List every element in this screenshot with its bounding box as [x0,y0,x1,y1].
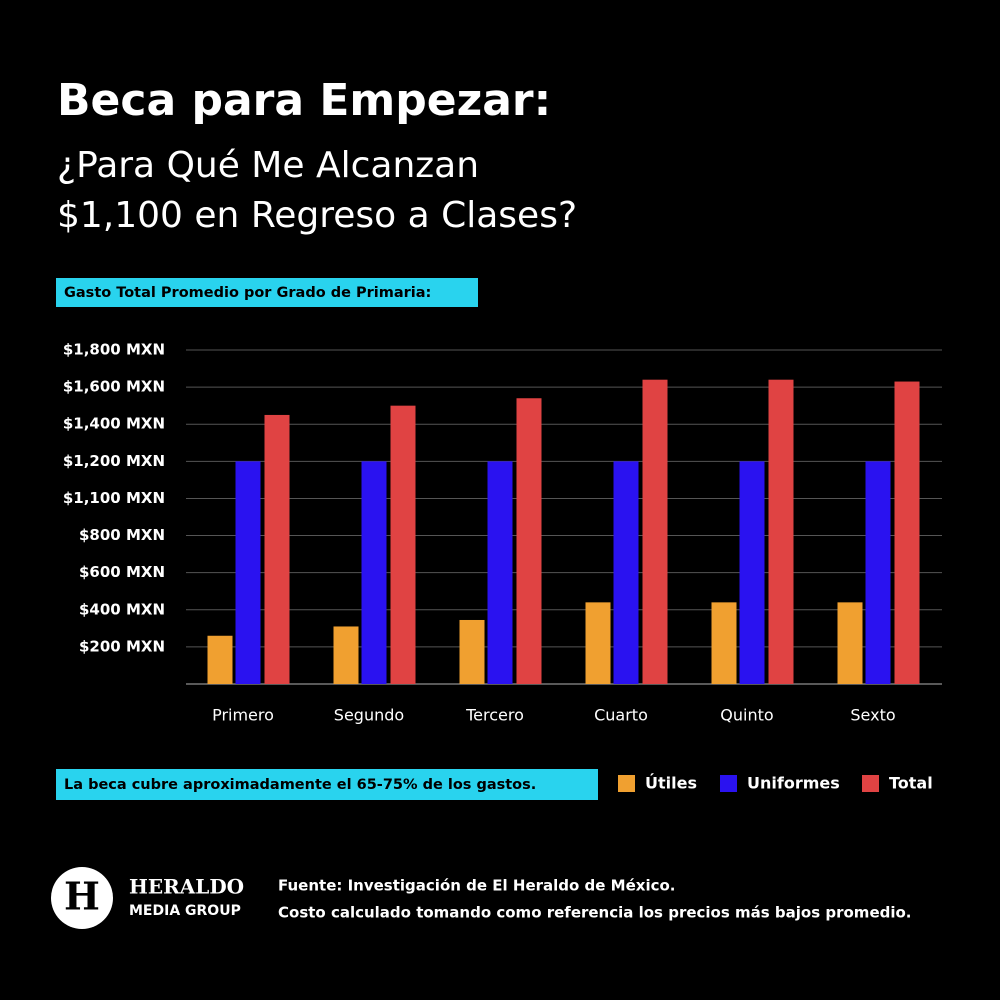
bar [865,461,891,684]
bar [207,635,233,684]
y-tick-label: $1,100 MXN [63,489,165,507]
logo-name: HERALDO [129,875,244,899]
y-tick-label: $600 MXN [79,563,165,581]
chart-label: Gasto Total Promedio por Grado de Primar… [64,285,431,301]
bar [711,602,737,684]
source: Fuente: Investigación de El Heraldo de M… [278,877,676,895]
chart-subtitle: ¿Para Qué Me Alcanzan [57,145,479,186]
legend-swatch [618,775,635,792]
x-tick-label: Sexto [850,706,895,725]
bar [739,461,765,684]
note: La beca cubre aproximadamente el 65-75% … [64,777,536,793]
legend-swatch [862,775,879,792]
bar [459,619,485,684]
legend-swatch [720,775,737,792]
x-tick-label: Tercero [465,706,524,725]
x-tick-label: Quinto [720,706,773,725]
bar [585,602,611,684]
y-tick-label: $1,400 MXN [63,415,165,433]
logo-group: MEDIA GROUP [129,903,241,919]
bar [333,626,359,684]
bar [837,602,863,684]
bar [516,398,542,684]
legend-label: Útiles [645,774,697,793]
note-box [56,769,598,800]
x-tick-label: Cuarto [594,706,648,725]
bar [642,379,668,684]
chart-subtitle: $1,100 en Regreso a Clases? [57,195,577,236]
y-tick-label: $1,800 MXN [63,341,165,359]
bar [390,405,416,684]
bar [487,461,513,684]
y-tick-label: $400 MXN [79,600,165,618]
bar [894,381,920,684]
legend-label: Uniformes [747,774,840,793]
bar [613,461,639,684]
label-box [56,278,478,307]
chart-title: Beca para Empezar: [57,75,551,126]
source: Costo calculado tomando como referencia … [278,904,912,922]
legend-label: Total [889,774,933,793]
x-tick-label: Segundo [334,706,404,725]
logo-mark: H [64,874,100,919]
y-tick-label: $1,600 MXN [63,378,165,396]
x-tick-label: Primero [212,706,274,725]
bar [235,461,261,684]
bar [264,414,290,684]
y-tick-label: $800 MXN [79,526,165,544]
logo-circle [51,867,113,929]
bar [361,461,387,684]
y-tick-label: $200 MXN [79,637,165,655]
y-tick-label: $1,200 MXN [63,452,165,470]
bar [768,379,794,684]
